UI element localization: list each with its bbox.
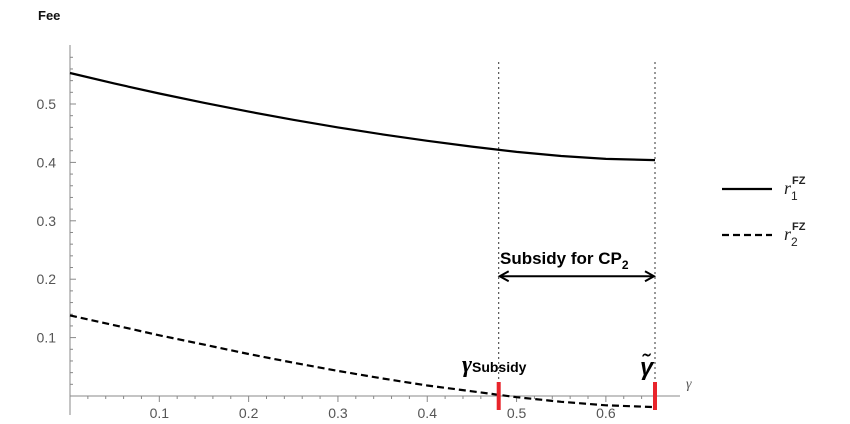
gamma-subsidy-symbol: γ bbox=[462, 352, 472, 378]
y-tick-label: 0.3 bbox=[37, 213, 57, 229]
gamma-subsidy-sub: Subsidy bbox=[472, 359, 527, 375]
subsidy-label-text: Subsidy for CP bbox=[500, 249, 622, 268]
annotations: Fee γ Subsidy for CP2 γSubsidy γ̃ bbox=[38, 8, 692, 392]
y-tick-label: 0.4 bbox=[37, 154, 57, 170]
legend-label-base: r bbox=[784, 224, 792, 244]
axes: 0.1 0.2 0.3 0.4 0.5 0.6 0.1 0.2 0.3 0.4 0.5 bbox=[37, 45, 680, 421]
vertical-reference-lines bbox=[498, 62, 656, 412]
gamma-tilde-label: γ̃ bbox=[640, 353, 655, 381]
x-axis-label: γ bbox=[686, 377, 692, 392]
legend-label-r1: rFZ 1 bbox=[784, 175, 806, 203]
x-tick-label: 0.1 bbox=[150, 405, 170, 421]
legend-label-base: r bbox=[784, 178, 792, 198]
legend-label-sup: FZ bbox=[792, 175, 806, 187]
series-line-r1 bbox=[69, 71, 656, 162]
y-tick-label: 0.1 bbox=[37, 330, 57, 346]
legend-label-sub: 1 bbox=[791, 189, 798, 203]
series-line-r2 bbox=[69, 314, 656, 409]
gamma-subsidy-label: γSubsidy bbox=[462, 352, 527, 378]
x-tick-label: 0.5 bbox=[507, 405, 527, 421]
x-tick-label: 0.3 bbox=[328, 405, 348, 421]
subsidy-label: Subsidy for CP2 bbox=[500, 249, 629, 272]
series-group bbox=[69, 71, 657, 410]
subsidy-arrow-right-head bbox=[644, 270, 657, 283]
legend-label-sub: 2 bbox=[791, 235, 798, 249]
legend-label-r2: rFZ 2 bbox=[784, 221, 806, 249]
x-tick-label: 0.4 bbox=[418, 405, 438, 421]
x-tick-label: 0.6 bbox=[596, 405, 616, 421]
x-tick-label: 0.2 bbox=[239, 405, 259, 421]
legend-label-sup: FZ bbox=[792, 221, 806, 233]
y-axis-label: Fee bbox=[38, 8, 60, 23]
subsidy-label-sub: 2 bbox=[622, 258, 629, 272]
y-tick-label: 0.2 bbox=[37, 271, 57, 287]
subsidy-arrow-left-head bbox=[497, 270, 510, 283]
y-tick-label: 0.5 bbox=[37, 96, 57, 112]
